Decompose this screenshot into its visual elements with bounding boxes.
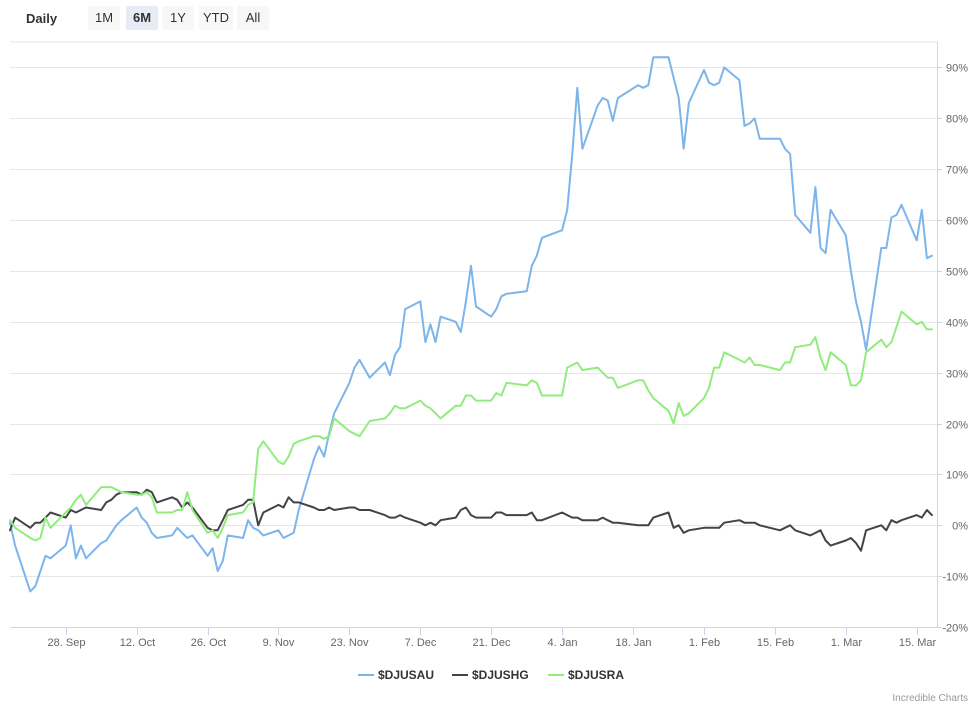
series-line-djusau: [9, 56, 933, 593]
legend-item[interactable]: $DJUSRA: [548, 668, 624, 682]
x-tick-label: 15. Mar: [899, 637, 937, 649]
grid: [10, 41, 937, 628]
x-tick-label: 18. Jan: [615, 637, 651, 649]
line-chart: -20% -10% 0% 10% 20% 30% 40% 50% 60% 70% 80% 90% 28.…: [9, 41, 968, 682]
axes: -20% -10% 0% 10% 20% 30% 40% 50% 60% 70% 80% 90% 28.…: [10, 42, 968, 649]
series-lines: [9, 56, 933, 593]
x-tick-label: 9. Nov: [263, 637, 295, 649]
x-tick-label: 12. Oct: [120, 637, 155, 649]
x-tick-label: 26. Oct: [191, 637, 226, 649]
range-button-1y[interactable]: 1Y: [162, 6, 194, 30]
x-tick-label: 28. Sep: [48, 637, 86, 649]
legend: $DJUSAU $DJUSHG $DJUSRA: [358, 668, 624, 682]
range-button-all[interactable]: All: [237, 6, 269, 30]
legend-item[interactable]: $DJUSAU: [358, 668, 434, 682]
y-tick-label: -20%: [942, 623, 968, 635]
period-label: Daily: [26, 11, 58, 26]
y-tick-label: 0%: [952, 521, 968, 533]
y-tick-label: 90%: [946, 63, 968, 75]
legend-label: $DJUSAU: [378, 668, 434, 682]
y-tick-label: 10%: [946, 470, 968, 482]
y-tick-label: 50%: [946, 267, 968, 279]
x-tick-label: 1. Feb: [689, 637, 720, 649]
legend-item[interactable]: $DJUSHG: [452, 668, 529, 682]
y-tick-label: 70%: [946, 165, 968, 177]
y-tick-label: 30%: [946, 369, 968, 381]
x-tick-label: 15. Feb: [757, 637, 794, 649]
y-tick-label: -10%: [942, 572, 968, 584]
series-line-djusra: [9, 310, 933, 542]
x-tick-label: 1. Mar: [831, 637, 863, 649]
range-button-ytd[interactable]: YTD: [199, 6, 233, 30]
y-tick-label: 80%: [946, 114, 968, 126]
range-button-6m[interactable]: 6M: [126, 6, 158, 30]
legend-label: $DJUSHG: [472, 668, 529, 682]
series-line-djushg: [9, 488, 933, 552]
y-tick-label: 40%: [946, 318, 968, 330]
x-tick-label: 7. Dec: [405, 637, 437, 649]
y-tick-label: 60%: [946, 216, 968, 228]
x-tick-label: 23. Nov: [331, 637, 369, 649]
range-toolbar: Daily 1M 6M 1Y YTD All: [0, 0, 978, 36]
range-button-1m[interactable]: 1M: [88, 6, 120, 30]
x-tick-label: 21. Dec: [473, 637, 511, 649]
legend-label: $DJUSRA: [568, 668, 624, 682]
chart-credit: Incredible Charts: [892, 693, 968, 704]
x-tick-label: 4. Jan: [548, 637, 578, 649]
y-tick-label: 20%: [946, 420, 968, 432]
